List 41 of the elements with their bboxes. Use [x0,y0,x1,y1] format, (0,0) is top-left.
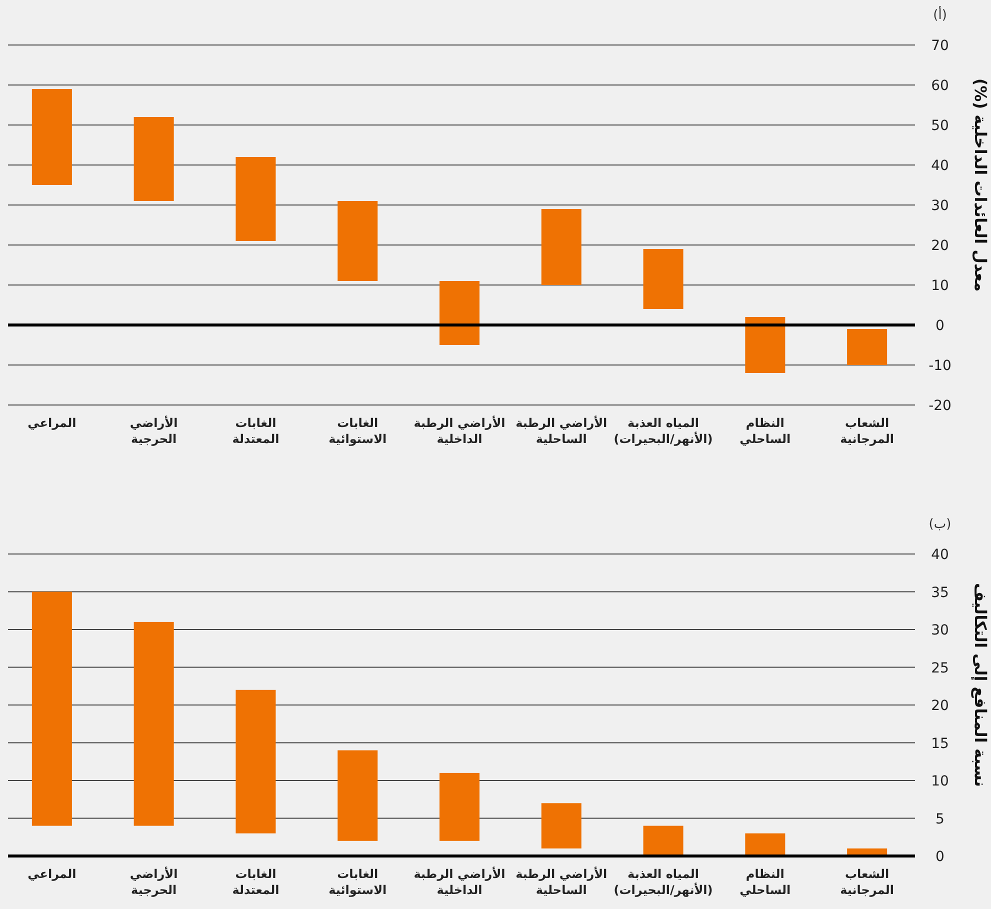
y-tick-label: 25 [931,660,949,676]
y-tick-label: 35 [931,584,949,601]
y-tick-label: 40 [931,158,949,174]
y-tick-label: 15 [931,736,949,752]
y-axis-title: نسبة المنافع إلى التكاليف [971,582,990,788]
x-tick-label: النظام الساحلي [740,867,791,897]
y-tick-label: 10 [931,774,949,790]
y-tick-label: 30 [931,622,949,638]
text: (ب) [928,517,952,532]
x-tick-label: الغابات المعتدلة [232,416,280,446]
y-tick-label: 20 [931,238,949,254]
y-axis-title: معدل العائدات الداخلية (%) [971,78,990,292]
x-tick-label: الغابات الاستوائية [328,416,387,446]
text: (أ) [933,6,947,23]
y-tick-label: 0 [936,318,944,334]
x-tick-label: الأراضي الرطبة الساحلية [516,866,608,897]
y-tick-label: -10 [928,358,952,374]
y-tick-label: 20 [931,698,949,714]
x-tick-label: الأراضي الرطبة الساحلية [516,415,608,446]
x-tick-label: الشعاب المرجانية [840,416,894,446]
x-tick-label: الأراضي الرطبة الداخلية [414,866,506,897]
x-tick-label: الغابات الاستوائية [328,867,387,897]
y-tick-label: 40 [931,547,949,563]
y-tick-label: 10 [931,278,949,294]
y-tick-label: 0 [936,849,944,865]
x-tick-label: المياه العذبة (الأنهر/البحيرات) [614,867,713,897]
y-tick-label: 60 [931,78,949,94]
y-tick-label: 5 [936,811,944,828]
x-tick-label: الغابات المعتدلة [232,867,280,897]
x-tick-label: الشعاب المرجانية [840,867,894,897]
x-tick-label: المراعي [28,416,76,430]
y-tick-label: -20 [928,398,952,414]
y-tick-label: 70 [931,38,949,54]
y-tick-label: 50 [931,118,949,134]
x-tick-label: المياه العذبة (الأنهر/البحيرات) [614,416,713,446]
x-tick-label: النظام الساحلي [740,416,791,446]
x-tick-label: المراعي [28,867,76,881]
y-tick-label: 30 [931,198,949,214]
x-tick-label: الأراضي الحرجية [130,866,178,897]
x-tick-label: الأراضي الحرجية [130,415,178,446]
x-tick-label: الأراضي الرطبة الداخلية [414,415,506,446]
